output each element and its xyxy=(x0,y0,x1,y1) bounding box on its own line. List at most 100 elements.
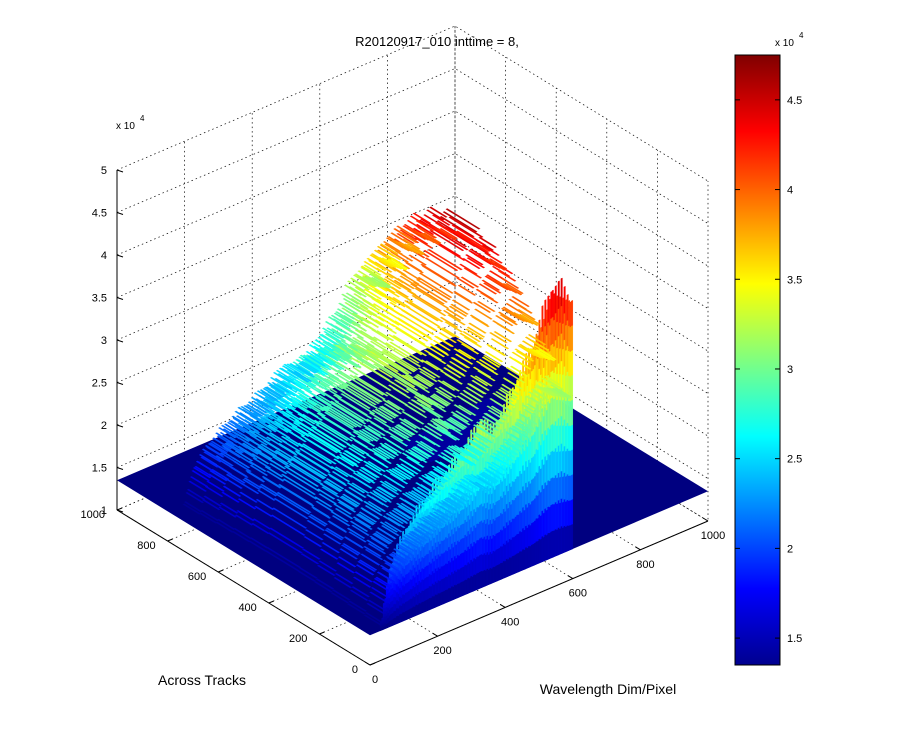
surface-top-cell xyxy=(451,414,471,426)
surface-top-cell xyxy=(389,301,408,313)
surface-front-face xyxy=(468,562,471,579)
colorbar: 1.522.533.544.5 x 10 4 xyxy=(734,31,804,666)
surface-front-face xyxy=(462,537,465,553)
surface-top-cell xyxy=(400,502,419,514)
surface-front-face xyxy=(545,484,548,511)
surface-top-cell xyxy=(232,417,252,429)
surface-front-face xyxy=(470,559,473,577)
axes-3d: 020040060080010000200400600800100011.522… xyxy=(81,25,726,686)
surface-front-face xyxy=(382,602,385,607)
surface-top-cell xyxy=(480,364,499,376)
surface-top-cell xyxy=(334,573,354,585)
surface-top-cell xyxy=(316,564,336,576)
y-tick-mark xyxy=(364,661,371,666)
surface-front-face xyxy=(517,456,520,477)
surface-front-face xyxy=(529,545,532,568)
surface-top-cell xyxy=(384,258,403,270)
surface-front-face xyxy=(501,545,504,564)
surface-top-cell xyxy=(200,510,220,522)
z-tick-label: 1.5 xyxy=(92,463,107,475)
surface-front-face xyxy=(510,414,513,434)
surface-top-cell xyxy=(509,365,529,377)
surface-top-cell xyxy=(218,427,237,439)
surface-front-face xyxy=(462,565,465,582)
surface-top-cell xyxy=(368,491,388,503)
surface-top-cell xyxy=(269,377,289,389)
surface-front-face xyxy=(534,497,536,522)
surface-top-cell xyxy=(420,359,440,371)
surface-top-cell xyxy=(375,256,394,268)
surface-top-cell xyxy=(451,224,471,236)
surface-top-cell xyxy=(493,331,513,343)
surface-top-cell xyxy=(357,560,376,572)
surface-top-cell xyxy=(315,578,335,590)
surface-front-face xyxy=(402,584,405,595)
surface-front-face xyxy=(501,529,504,547)
axis-ticks: 020040060080010000200400600800100011.522… xyxy=(81,165,726,686)
surface-top-cell xyxy=(373,532,393,544)
surface-top-cell xyxy=(450,411,470,423)
surface-front-face xyxy=(556,321,559,349)
surface-top-cell xyxy=(457,404,477,416)
surface-front-face xyxy=(452,559,455,575)
surface-front-face xyxy=(403,585,406,596)
surface-top-cell xyxy=(254,505,273,517)
surface-front-face xyxy=(421,578,424,592)
surface-front-face xyxy=(565,400,568,427)
surface-front-face xyxy=(409,559,412,570)
surface-front-face xyxy=(396,591,399,601)
surface-top-cell xyxy=(437,229,457,241)
surface-front-face xyxy=(424,543,427,557)
x-tick-mark xyxy=(369,662,376,666)
surface-front-face xyxy=(560,277,563,307)
colorbar-tick-label: 3 xyxy=(787,364,793,376)
surface-top-cell xyxy=(422,232,442,244)
surface-top-cell xyxy=(477,370,496,382)
surface-front-face xyxy=(477,555,480,574)
surface-front-face xyxy=(420,560,422,573)
surface-front-face xyxy=(458,540,461,557)
surface-top-cell xyxy=(332,329,351,341)
y-tick-mark xyxy=(635,546,641,551)
surface-top-cell xyxy=(459,446,479,458)
surface-front-face xyxy=(494,550,496,568)
surface-front-face xyxy=(528,458,530,482)
surface-front-face xyxy=(516,533,519,554)
surface-top-cell xyxy=(408,407,428,419)
surface-front-face xyxy=(557,280,560,310)
surface-top-cell xyxy=(305,351,325,363)
surface-front-face xyxy=(562,526,565,554)
surface-front-face xyxy=(408,571,410,583)
surface-front-face xyxy=(446,588,449,603)
surface-top-cell xyxy=(373,249,393,261)
surface-top-cell xyxy=(455,230,475,242)
surface-top-cell xyxy=(229,420,249,432)
grid-line-z xyxy=(116,280,709,437)
surface-front-face xyxy=(568,524,570,552)
surface-top-cell xyxy=(364,505,384,517)
surface-top-cell xyxy=(386,517,406,529)
surface-front-face xyxy=(513,499,516,520)
surface-top-cell xyxy=(494,315,514,327)
surface-front-face xyxy=(468,533,471,550)
surface-top-cell xyxy=(465,386,484,398)
surface-front-face xyxy=(460,567,462,583)
surface-top-cell xyxy=(450,303,469,315)
surface-front-face xyxy=(563,498,566,527)
surface-front-face xyxy=(488,523,490,540)
surface-front-face xyxy=(452,533,455,548)
surface-front-face xyxy=(424,599,427,613)
surface-front-face xyxy=(554,393,557,422)
surface-top-cell xyxy=(356,472,376,484)
surface-front-face xyxy=(559,424,562,452)
surface-front-face xyxy=(516,475,519,497)
surface-top-cell xyxy=(406,456,425,468)
surface-front-face xyxy=(451,528,453,545)
surface-top-cell xyxy=(270,514,290,526)
surface-front-face xyxy=(394,616,397,625)
surface-top-cell xyxy=(370,421,389,433)
surface-top-cell xyxy=(429,470,449,482)
surface-front-face xyxy=(399,587,402,598)
surface-front-face xyxy=(520,492,523,514)
surface-front-face xyxy=(544,533,547,562)
